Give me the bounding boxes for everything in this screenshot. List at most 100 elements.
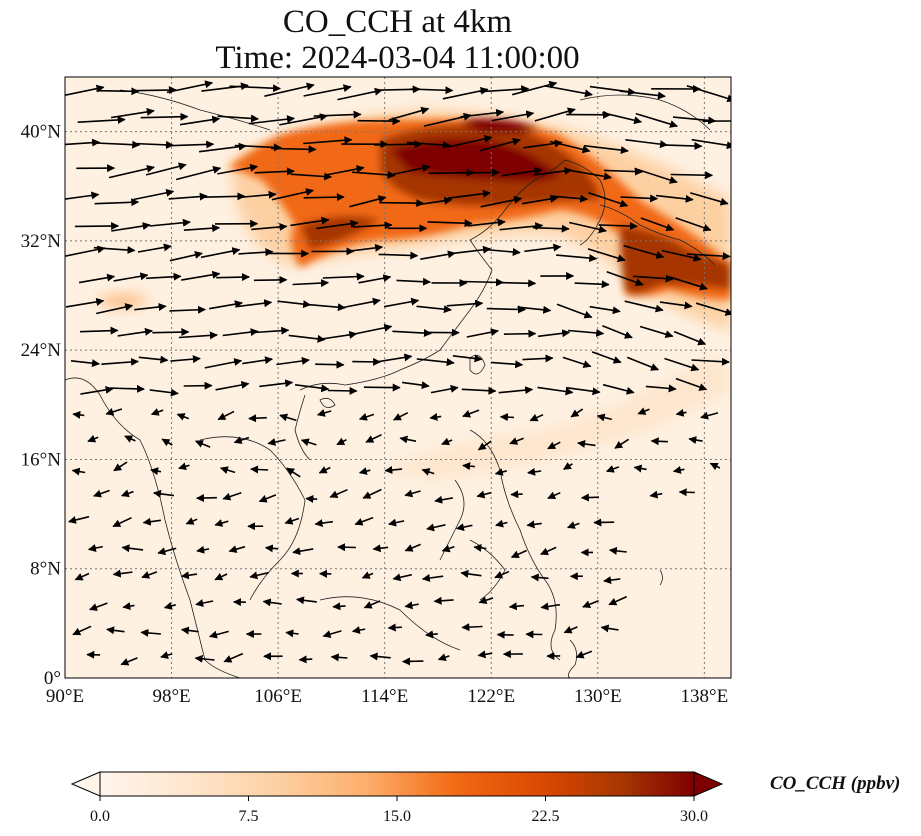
wind-arrow (530, 573, 549, 582)
wind-arrow (603, 167, 643, 176)
wind-arrow (404, 489, 421, 498)
wind-arrow (358, 467, 371, 475)
wind-arrow (550, 194, 589, 203)
wind-arrow (537, 386, 574, 396)
wind-arrow (131, 86, 177, 95)
wind-arrow (377, 353, 413, 363)
wind-arrow (194, 440, 211, 448)
wind-arrow (404, 543, 421, 552)
coastlines (65, 89, 716, 678)
wind-arrow (566, 386, 601, 396)
wind-arrow (547, 491, 561, 500)
wind-arrow (486, 305, 526, 314)
wind-arrow (166, 80, 214, 94)
wind-arrow (606, 270, 644, 287)
wind-arrow (434, 495, 453, 504)
wind-arrow (583, 144, 629, 155)
wind-arrow (499, 413, 514, 422)
wind-arrow (349, 195, 387, 208)
wind-arrow (675, 408, 687, 417)
colorbar-max-extend (693, 771, 724, 797)
wind-arrow (113, 461, 128, 472)
wind-arrow (163, 602, 177, 610)
wind-arrow (65, 297, 105, 308)
wind-arrow (74, 572, 90, 581)
wind-arrow (113, 272, 149, 282)
wind-arrow (429, 413, 442, 421)
wind-arrow (639, 325, 674, 339)
wind-arrow (675, 377, 708, 391)
wind-arrow (169, 305, 206, 314)
wind-arrow (678, 488, 695, 497)
wind-arrow (392, 329, 432, 338)
wind-arrow (695, 302, 731, 316)
wind-arrow (284, 517, 300, 525)
wind-arrow (140, 112, 189, 121)
wind-arrow (223, 652, 244, 663)
wind-arrow (589, 305, 621, 315)
wind-arrow (556, 254, 598, 263)
wind-arrow (87, 434, 99, 443)
wind-arrow (89, 602, 108, 611)
wind-arrow (351, 626, 366, 635)
wind-arrow (258, 494, 277, 503)
wind-arrow (388, 106, 430, 121)
wind-arrow (688, 436, 703, 445)
lat-tick-label: 24°N (21, 340, 62, 361)
wind-arrow (70, 359, 100, 368)
wind-arrow (675, 217, 712, 232)
colorbar-bar (99, 771, 695, 797)
wind-arrow (146, 272, 182, 281)
wind-arrow (271, 145, 317, 154)
lat-tick-label: 40°N (21, 122, 62, 143)
wind-arrow (540, 546, 557, 556)
wind-arrow (441, 437, 453, 446)
wind-arrow (460, 168, 500, 177)
wind-arrow (318, 466, 331, 474)
wind-arrow (544, 85, 593, 98)
wind-arrow (202, 192, 246, 201)
wind-arrow (650, 437, 668, 446)
wind-arrow (93, 489, 110, 498)
wind-arrow (483, 247, 521, 256)
wind-arrow (133, 140, 174, 149)
wind-arrow (686, 85, 731, 103)
wind-arrow (649, 490, 663, 499)
wind-arrow (477, 440, 492, 451)
wind-arrow (279, 113, 328, 126)
wind-arrow (577, 440, 596, 448)
wind-arrow (580, 493, 600, 502)
wind-arrow (670, 171, 714, 180)
wind-arrow (316, 219, 359, 230)
wind-arrow (461, 386, 497, 395)
wind-arrow (421, 468, 435, 476)
wind-arrow (169, 251, 203, 262)
colorbar-ticks: 0.0 7.5 15.0 22.5 30.0 (90, 796, 708, 825)
wind-arrow (296, 596, 317, 605)
wind-arrow (327, 386, 358, 395)
wind-arrow (300, 438, 317, 447)
wind-arrow (253, 275, 288, 284)
wind-arrow (623, 244, 665, 259)
wind-arrow (199, 142, 247, 153)
wind-arrow (624, 300, 664, 313)
wind-arrow (120, 657, 138, 666)
colorbar-tick-label: 0.0 (90, 808, 110, 825)
wind-arrow (170, 355, 201, 364)
wind-arrow (72, 625, 92, 636)
wind-arrow (574, 280, 610, 289)
wind-arrow (538, 329, 571, 338)
lon-tick-label: 130°E (574, 686, 622, 707)
wind-arrow (357, 117, 401, 126)
wind-arrow (267, 438, 286, 446)
wind-arrow (626, 356, 660, 371)
wind-arrow (222, 492, 242, 501)
wind-arrow (460, 108, 505, 118)
wind-arrow (249, 571, 269, 580)
wind-arrow (315, 360, 345, 369)
wind-arrow (477, 650, 493, 659)
wind-arrow (534, 107, 576, 122)
wind-arrow (209, 630, 229, 639)
wind-arrow (686, 252, 731, 261)
wind-arrow (569, 221, 607, 234)
